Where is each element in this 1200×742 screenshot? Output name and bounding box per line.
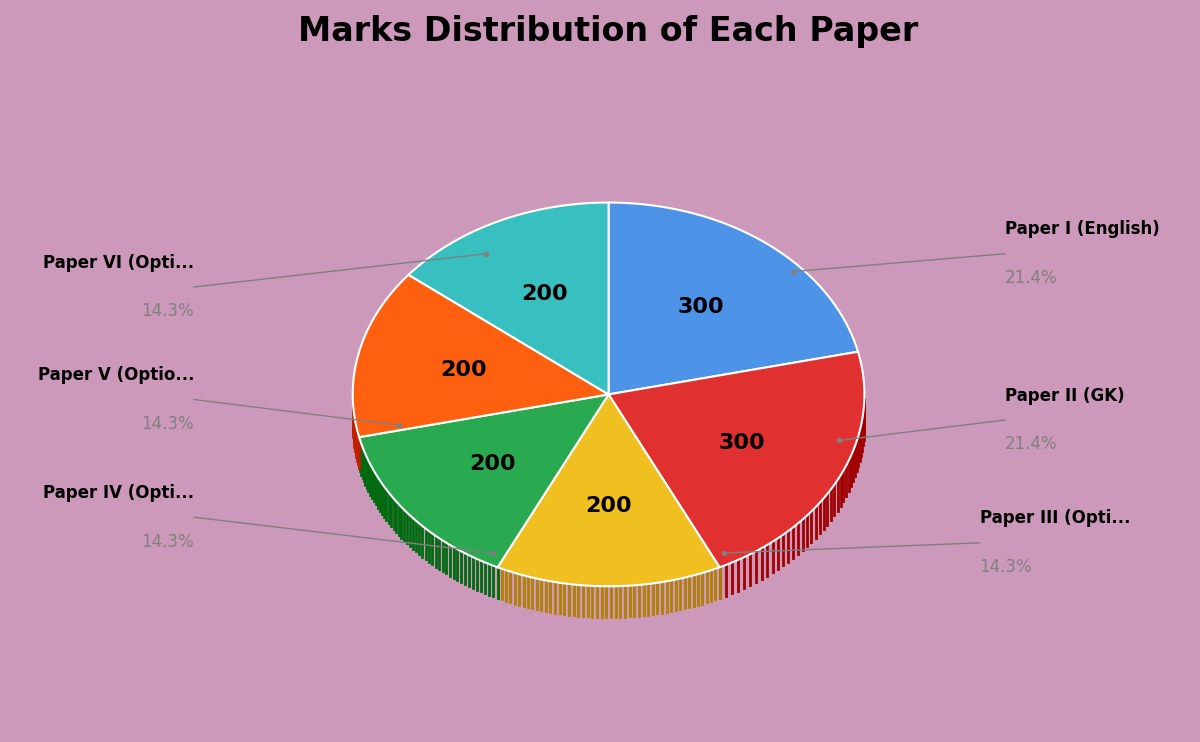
Polygon shape (408, 203, 608, 395)
Polygon shape (353, 275, 608, 437)
Polygon shape (359, 395, 608, 568)
Text: Paper VI (Opti...: Paper VI (Opti... (43, 254, 194, 272)
Text: Paper III (Opti...: Paper III (Opti... (979, 510, 1130, 528)
Text: 300: 300 (719, 433, 766, 453)
Text: 14.3%: 14.3% (142, 302, 194, 321)
Text: Paper IV (Opti...: Paper IV (Opti... (43, 484, 194, 502)
Text: 21.4%: 21.4% (1006, 269, 1057, 287)
Polygon shape (608, 203, 858, 395)
Text: 200: 200 (469, 454, 516, 474)
Text: 14.3%: 14.3% (142, 533, 194, 551)
Polygon shape (608, 352, 864, 568)
Text: 21.4%: 21.4% (1006, 436, 1057, 453)
Text: 300: 300 (678, 298, 725, 318)
Title: Marks Distribution of Each Paper: Marks Distribution of Each Paper (299, 15, 919, 48)
Text: Paper II (GK): Paper II (GK) (1006, 387, 1124, 404)
Text: 14.3%: 14.3% (979, 558, 1032, 576)
Text: 14.3%: 14.3% (142, 415, 194, 433)
Text: Paper V (Optio...: Paper V (Optio... (37, 367, 194, 384)
Text: 200: 200 (440, 360, 487, 380)
Polygon shape (498, 395, 720, 586)
Text: 200: 200 (521, 284, 568, 304)
Text: 200: 200 (586, 496, 632, 516)
Text: Paper I (English): Paper I (English) (1006, 220, 1160, 238)
